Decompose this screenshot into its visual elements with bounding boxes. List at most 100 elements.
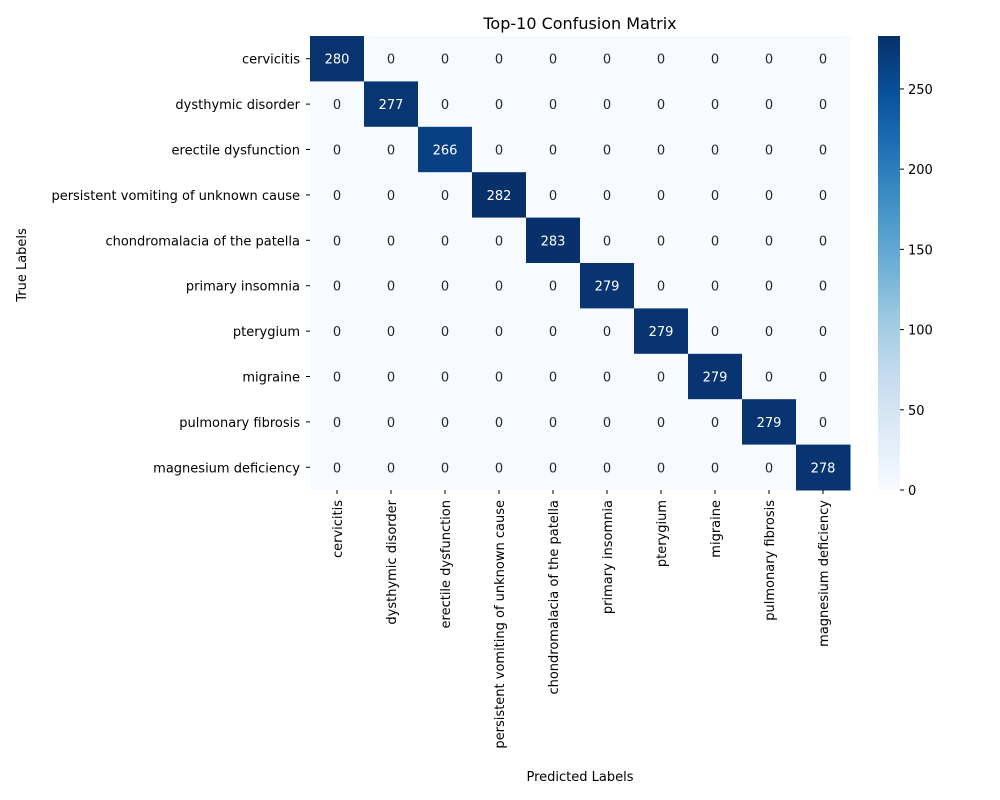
heatmap-cell xyxy=(796,263,851,309)
heatmap-cell-label: 279 xyxy=(757,416,782,431)
heatmap-cell-label: 0 xyxy=(387,416,395,431)
heatmap-cell-label: 0 xyxy=(603,189,611,204)
heatmap-cell-label: 0 xyxy=(765,53,773,68)
heatmap-cell-label: 0 xyxy=(819,234,827,249)
heatmap-cell xyxy=(310,126,365,173)
heatmap-cell-label: 279 xyxy=(649,325,674,340)
heatmap-cell-label: 0 xyxy=(711,461,719,476)
x-tick-label: dysthymic disorder xyxy=(385,499,400,624)
heatmap-cell-label: 0 xyxy=(603,325,611,340)
heatmap-cell-label: 0 xyxy=(603,144,611,159)
heatmap-cell xyxy=(742,36,797,82)
heatmap-cell xyxy=(418,399,473,446)
heatmap-cell-label: 0 xyxy=(819,280,827,295)
heatmap-cell xyxy=(580,36,635,82)
heatmap-cell xyxy=(688,172,743,219)
heatmap-cell xyxy=(742,217,797,264)
heatmap-cell-label: 0 xyxy=(657,189,665,204)
y-tick-label: magnesium deficiency xyxy=(153,461,300,476)
heatmap-cell xyxy=(580,444,635,491)
heatmap-cell-label: 0 xyxy=(765,98,773,113)
y-tick-label: chondromalacia of the patella xyxy=(105,234,300,249)
heatmap-cell xyxy=(418,217,473,264)
heatmap-cell-label: 0 xyxy=(603,416,611,431)
colorbar-tick-label: 100 xyxy=(908,324,933,339)
heatmap-cell-label: 0 xyxy=(549,461,557,476)
heatmap-cell-label: 0 xyxy=(819,371,827,386)
heatmap-cell xyxy=(688,308,743,355)
x-tick-label: chondromalacia of the patella xyxy=(547,500,562,695)
colorbar-tick-label: 250 xyxy=(908,83,933,98)
heatmap-cell xyxy=(796,353,851,400)
heatmap-cell-label: 0 xyxy=(441,461,449,476)
heatmap-cell-label: 0 xyxy=(603,234,611,249)
heatmap-cell xyxy=(310,81,365,128)
heatmap-cell-label: 0 xyxy=(333,416,341,431)
heatmap-cell-label: 0 xyxy=(333,371,341,386)
heatmap-cell-label: 282 xyxy=(487,189,512,204)
heatmap-cell xyxy=(688,36,743,82)
heatmap-cell-label: 0 xyxy=(495,371,503,386)
heatmap-cell-label: 0 xyxy=(495,234,503,249)
colorbar-tick-label: 0 xyxy=(908,484,916,499)
heatmap-cell xyxy=(364,308,419,355)
colorbar-tick-label: 150 xyxy=(908,243,933,258)
heatmap-cell xyxy=(364,126,419,173)
heatmap-cell xyxy=(688,353,743,400)
colorbar-gradient xyxy=(878,36,900,490)
heatmap-cell xyxy=(742,172,797,219)
y-tick-label: dysthymic disorder xyxy=(175,98,300,113)
heatmap-cell-label: 0 xyxy=(441,234,449,249)
heatmap-cell xyxy=(796,36,851,82)
heatmap-cell xyxy=(472,217,527,264)
heatmap-cell xyxy=(580,81,635,128)
heatmap-cell-label: 0 xyxy=(549,416,557,431)
heatmap-cell-label: 0 xyxy=(441,416,449,431)
heatmap-cell xyxy=(364,36,419,82)
heatmap-cell-label: 0 xyxy=(711,53,719,68)
heatmap-cell-label: 0 xyxy=(495,280,503,295)
heatmap-cell xyxy=(364,172,419,219)
colorbar: 0 50 100 150 200 250 xyxy=(878,36,933,499)
heatmap-cell xyxy=(796,217,851,264)
heatmap-cell-label: 0 xyxy=(765,234,773,249)
heatmap-cell-label: 0 xyxy=(549,280,557,295)
heatmap-cell-label: 0 xyxy=(441,98,449,113)
heatmap-cell xyxy=(742,353,797,400)
chart-title: Top-10 Confusion Matrix xyxy=(482,14,676,33)
heatmap-cell xyxy=(418,263,473,309)
heatmap-cell xyxy=(364,399,419,446)
heatmap-cell-label: 0 xyxy=(765,371,773,386)
y-axis-ticks: cervicitis dysthymic disorder erectile dys… xyxy=(51,53,310,476)
heatmap-cell xyxy=(742,399,797,446)
heatmap-cell-label: 0 xyxy=(711,144,719,159)
heatmap-cell-label: 0 xyxy=(657,98,665,113)
heatmap-cell-label: 0 xyxy=(819,416,827,431)
heatmap-cell xyxy=(472,353,527,400)
heatmap-cell-label: 277 xyxy=(379,98,404,113)
heatmap-cell xyxy=(526,36,581,82)
heatmap-cell xyxy=(634,172,689,219)
heatmap-cell xyxy=(634,126,689,173)
heatmap-cell xyxy=(796,126,851,173)
heatmap-cell-label: 0 xyxy=(819,325,827,340)
heatmap-cell xyxy=(364,444,419,491)
heatmap-cell-label: 0 xyxy=(387,325,395,340)
heatmap-cell xyxy=(472,263,527,309)
heatmap-cell xyxy=(364,217,419,264)
heatmap-cell xyxy=(310,353,365,400)
heatmap-cell-label: 266 xyxy=(433,144,458,159)
x-tick-label: pulmonary fibrosis xyxy=(763,500,778,621)
heatmap-cell-label: 0 xyxy=(387,144,395,159)
heatmap-cell-label: 0 xyxy=(333,325,341,340)
heatmap-cell xyxy=(310,217,365,264)
heatmap-cell xyxy=(310,36,365,82)
x-tick-label: pterygium xyxy=(655,500,670,567)
heatmap-cell xyxy=(472,444,527,491)
heatmap-cell-label: 0 xyxy=(765,280,773,295)
heatmap-cell-label: 0 xyxy=(387,189,395,204)
heatmap-cell xyxy=(364,353,419,400)
heatmap-cell xyxy=(526,399,581,446)
heatmap-cell xyxy=(688,399,743,446)
